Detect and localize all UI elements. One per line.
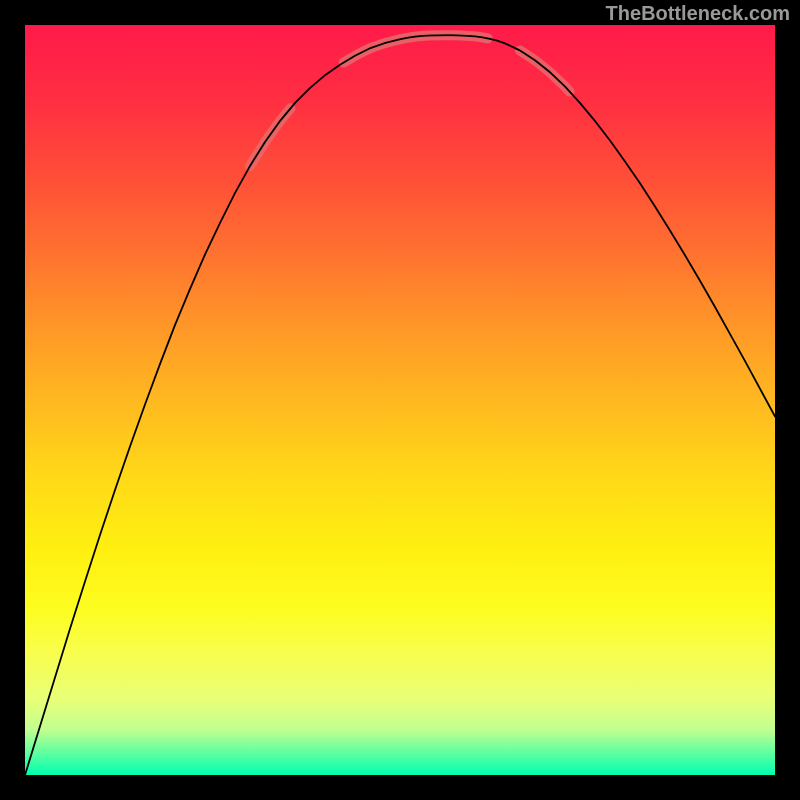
- plot-area: [25, 25, 775, 775]
- chart-container: TheBottleneck.com: [0, 0, 800, 800]
- watermark-text: TheBottleneck.com: [606, 3, 790, 26]
- plot-svg: [25, 25, 775, 775]
- gradient-background: [25, 25, 775, 775]
